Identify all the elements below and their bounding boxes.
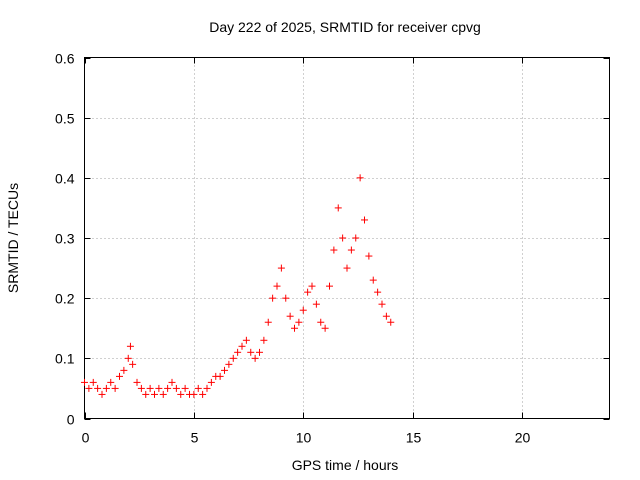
data-point (177, 390, 185, 398)
data-point (247, 348, 255, 356)
data-point (387, 318, 395, 326)
data-point (155, 384, 163, 392)
data-point (264, 318, 272, 326)
data-point (151, 390, 158, 398)
data-point (111, 384, 119, 392)
data-point (251, 354, 259, 362)
y-tick-label: 0 (67, 412, 75, 428)
data-point (260, 336, 268, 344)
data-point (326, 282, 333, 290)
data-point (221, 366, 228, 374)
y-tick-label: 0.5 (55, 111, 75, 127)
chart-title: Day 222 of 2025, SRMTID for receiver cpv… (209, 19, 481, 35)
data-point (120, 366, 128, 374)
data-point (102, 384, 110, 392)
data-point (286, 312, 294, 320)
data-point (365, 252, 373, 260)
data-point (369, 276, 377, 284)
x-tick-label: 15 (406, 430, 422, 446)
data-point (168, 378, 176, 386)
data-point (312, 300, 320, 308)
data-point (269, 294, 277, 302)
data-point (378, 300, 386, 308)
data-point (334, 204, 342, 212)
data-point (124, 354, 132, 362)
data-point (172, 384, 180, 392)
y-axis-title: SRMTID / TECUs (5, 183, 21, 293)
data-point (159, 390, 167, 398)
data-point (299, 306, 307, 314)
y-tick-label: 0.3 (55, 231, 75, 247)
data-point (291, 324, 298, 332)
data-point (229, 354, 237, 362)
data-point (339, 234, 347, 242)
x-tick-label: 5 (191, 430, 199, 446)
data-point (199, 390, 207, 398)
x-tick-label: 0 (82, 430, 90, 446)
data-point (273, 282, 281, 290)
data-markers (81, 174, 395, 398)
y-tick-label: 0.6 (55, 51, 75, 67)
data-point (216, 372, 224, 380)
data-point (116, 372, 123, 380)
data-point (94, 384, 102, 392)
data-point (126, 342, 134, 350)
data-point (133, 378, 141, 386)
data-point (81, 378, 88, 386)
x-tick-label: 10 (296, 430, 312, 446)
plot-area-border (84, 57, 610, 419)
data-point (146, 384, 154, 392)
x-tick-label: 20 (515, 430, 531, 446)
data-point (382, 312, 390, 320)
axis-ticks: 0 0.1 0.2 0.3 0.4 0.5 0.6 0 5 10 15 20 (55, 51, 610, 446)
data-point (304, 288, 312, 296)
data-point (282, 294, 290, 302)
data-point (181, 384, 189, 392)
data-point (190, 390, 198, 398)
data-point (308, 282, 316, 290)
data-point (164, 384, 172, 392)
y-tick-label: 0.1 (55, 351, 75, 367)
data-point (207, 378, 215, 386)
y-tick-label: 0.4 (55, 171, 75, 187)
data-point (238, 342, 246, 350)
data-point (203, 384, 211, 392)
data-point (277, 264, 285, 272)
data-point (89, 378, 97, 386)
data-point (330, 246, 338, 254)
x-axis-title: GPS time / hours (292, 457, 399, 473)
data-point (234, 348, 242, 356)
data-point (321, 324, 329, 332)
data-point (225, 360, 233, 368)
data-point (129, 360, 137, 368)
data-point (317, 318, 325, 326)
data-point (356, 174, 364, 182)
data-point (256, 348, 263, 356)
data-point (85, 384, 93, 392)
data-point (142, 390, 150, 398)
grid (84, 57, 610, 419)
data-point (107, 378, 115, 386)
data-point (242, 336, 250, 344)
data-point (343, 264, 351, 272)
data-point (374, 288, 382, 296)
data-point (98, 390, 106, 398)
data-point (194, 384, 202, 392)
data-point (295, 318, 303, 326)
data-point (137, 384, 145, 392)
y-tick-label: 0.2 (55, 291, 75, 307)
data-point (361, 216, 368, 224)
data-point (352, 234, 360, 242)
data-point (347, 246, 355, 254)
